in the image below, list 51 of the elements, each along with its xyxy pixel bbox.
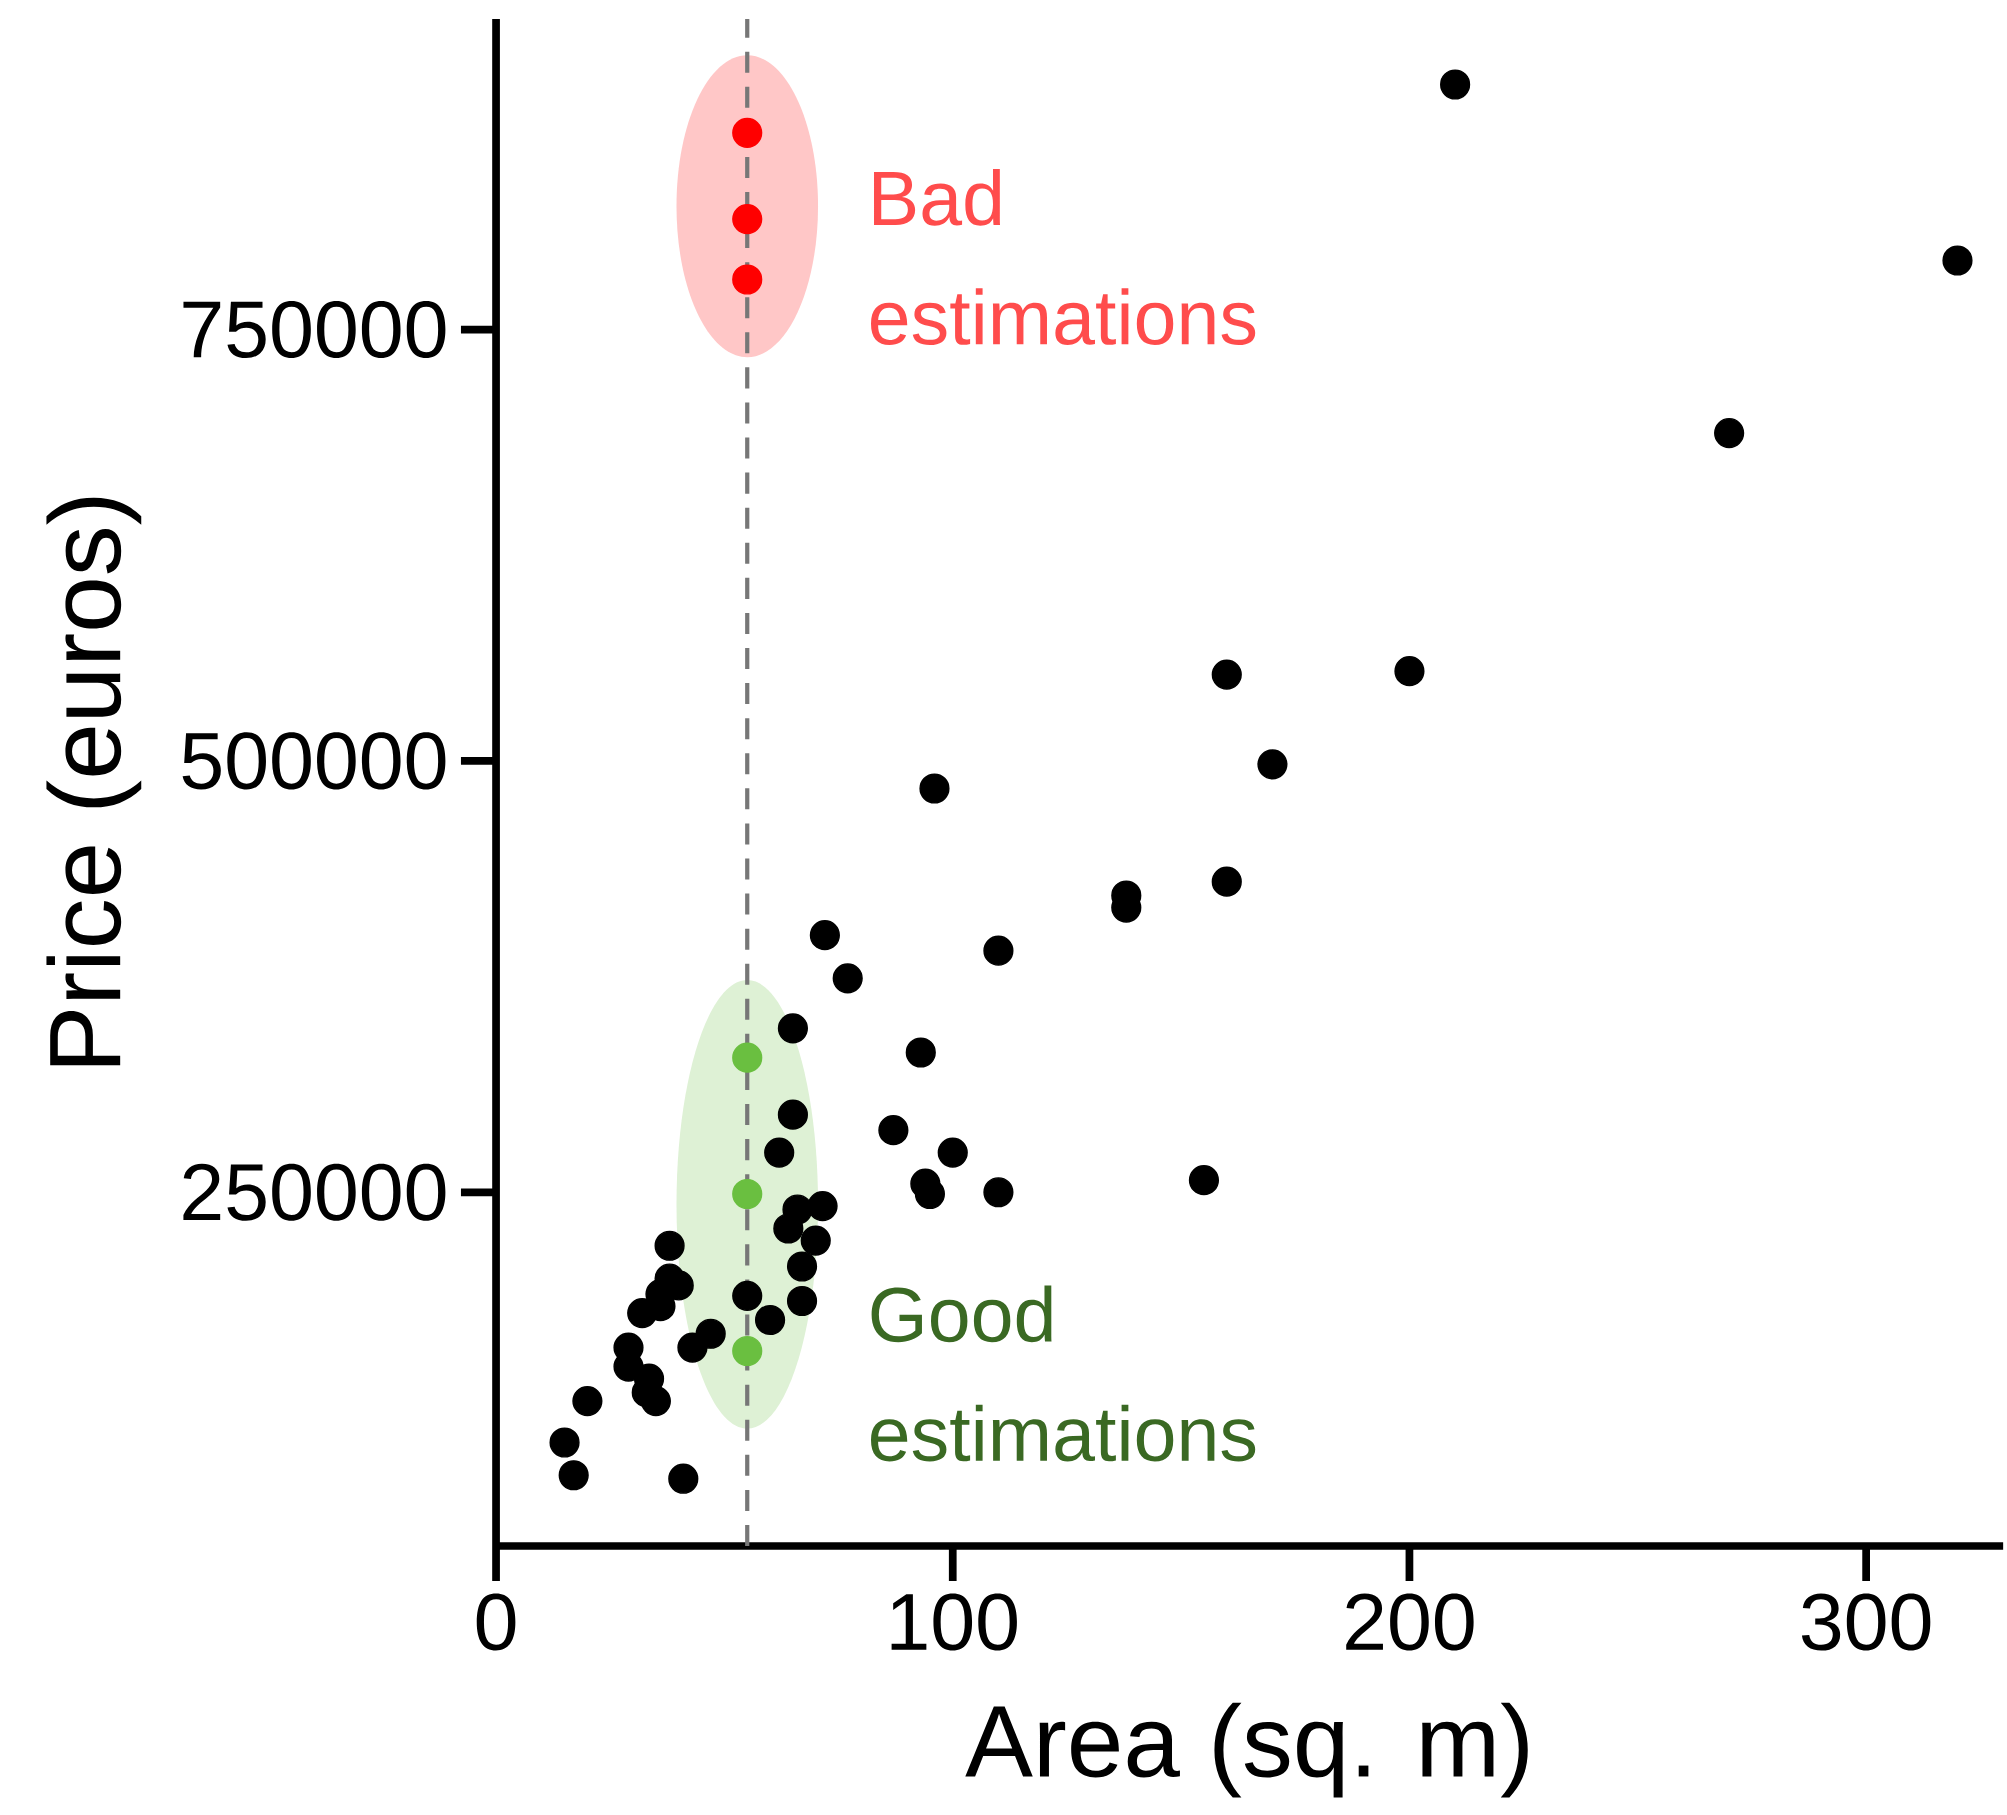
point <box>777 1013 808 1044</box>
point <box>732 1280 763 1311</box>
y-tick-label: 750000 <box>183 300 446 358</box>
point <box>809 919 840 951</box>
annotation: Good estimations <box>871 1285 1256 1462</box>
point <box>878 1114 909 1145</box>
point <box>558 1459 589 1491</box>
point <box>983 1176 1014 1208</box>
point <box>786 1285 818 1316</box>
annotation: Bad estimations <box>871 168 1256 345</box>
y-tick-label: 500000 <box>182 732 446 790</box>
x-axis-title: Area (sq. m) <box>965 1702 1528 1798</box>
point <box>549 1427 580 1458</box>
point <box>1188 1164 1220 1196</box>
point <box>800 1225 831 1256</box>
point <box>754 1304 786 1335</box>
point <box>627 1297 658 1328</box>
point <box>905 1037 936 1068</box>
y-tick-label: 250000 <box>183 1163 446 1221</box>
point <box>572 1385 603 1416</box>
point <box>773 1213 804 1244</box>
point <box>1440 69 1471 100</box>
point <box>983 935 1014 966</box>
x-tick-label: 300 <box>1801 1593 1931 1651</box>
point <box>732 1042 763 1073</box>
point <box>919 773 950 804</box>
point <box>1394 655 1425 687</box>
point <box>654 1230 685 1261</box>
x-tick-label: 0 <box>476 1593 516 1651</box>
point <box>1714 417 1745 448</box>
y-axis-title: Price (euros) <box>46 497 142 1065</box>
point <box>1942 245 1973 276</box>
point <box>786 1251 818 1282</box>
point <box>732 117 763 148</box>
point <box>937 1137 968 1168</box>
x-tick-label: 100 <box>891 1593 1017 1651</box>
point <box>732 1335 763 1366</box>
point <box>1211 866 1242 897</box>
x-tick-label: 200 <box>1346 1593 1474 1651</box>
point <box>732 264 763 295</box>
point <box>732 1178 763 1209</box>
point <box>640 1385 671 1416</box>
point <box>1211 659 1242 690</box>
point <box>832 963 863 994</box>
point <box>807 1190 838 1221</box>
point <box>1257 749 1288 780</box>
point <box>677 1332 708 1363</box>
point <box>764 1137 795 1168</box>
point <box>777 1099 808 1130</box>
point <box>668 1463 699 1494</box>
point <box>732 203 763 234</box>
